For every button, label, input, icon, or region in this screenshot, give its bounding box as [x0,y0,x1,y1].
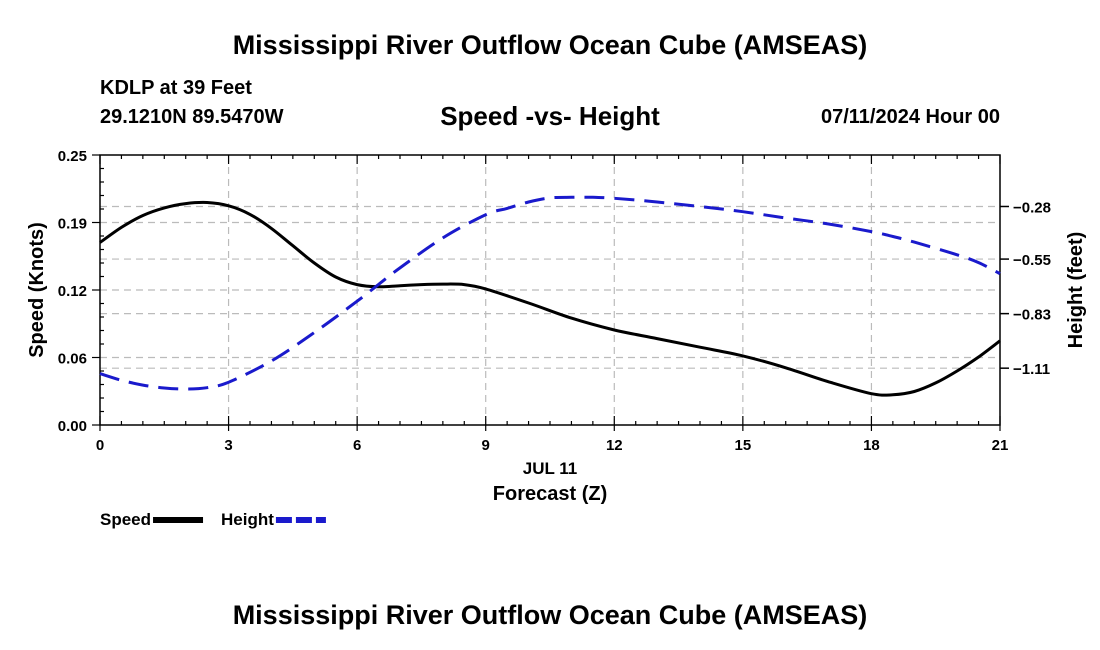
y-tick-label: 0.00 [58,418,87,435]
x-tick-label: 3 [224,437,232,454]
x-tick-label: 15 [735,437,752,454]
x-date-label: JUL 11 [523,459,578,478]
legend-label-speed: Speed [100,510,151,529]
datetime-label: 07/11/2024 Hour 00 [820,106,1000,128]
x-tick-label: 12 [606,437,623,454]
y2-tick-label: −0.83 [1013,307,1051,324]
speed-series-line [99,200,1001,397]
y-axis-label: Speed (Knots) [26,222,48,358]
chart-title: Mississippi River Outflow Ocean Cube (AM… [232,30,868,60]
x-tick-label: 6 [353,437,361,454]
legend-label-height: Height [221,510,274,529]
y-tick-label: 0.06 [58,351,87,368]
footer-title: Mississippi River Outflow Ocean Cube (AM… [232,600,868,630]
y2-tick-label: −0.55 [1013,252,1051,269]
y-tick-label: 0.25 [58,148,87,165]
y2-tick-label: −1.11 [1013,361,1050,378]
station-label: KDLP at 39 Feet [100,77,252,99]
chart-subtitle: Speed -vs- Height [440,101,660,131]
coordinates-label: 29.1210N 89.5470W [100,106,284,128]
x-tick-label: 0 [96,437,104,454]
y2-axis-label: Height (feet) [1065,232,1087,349]
x-axis-label: Forecast (Z) [493,483,607,505]
y-tick-label: 0.19 [58,216,87,233]
x-tick-label: 21 [992,437,1009,454]
x-tick-label: 9 [482,437,490,454]
y-tick-label: 0.12 [58,283,87,300]
y2-tick-label: −0.28 [1013,199,1051,216]
x-tick-label: 18 [863,437,880,454]
height-series-line [99,195,1001,391]
